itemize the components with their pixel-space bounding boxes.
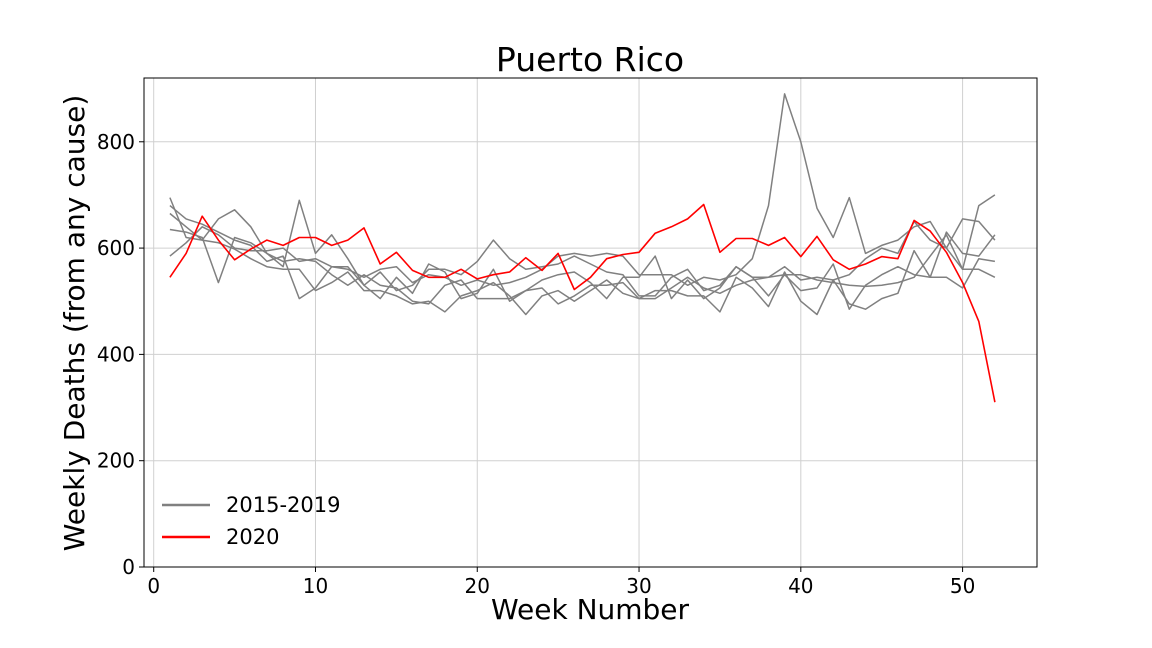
series-line-baseline-4 bbox=[169, 93, 996, 287]
x-tick-label: 30 bbox=[626, 574, 651, 598]
legend-label-current: 2020 bbox=[226, 525, 279, 549]
axis-ticks: 0 10 20 30 40 50 0 200 400 600 800 bbox=[97, 130, 975, 598]
legend-label-baseline: 2015-2019 bbox=[226, 493, 340, 517]
x-axis-label: Week Number bbox=[491, 593, 690, 626]
series-line-baseline-2 bbox=[169, 212, 996, 316]
series-lines bbox=[169, 93, 996, 403]
x-tick-label: 50 bbox=[950, 574, 975, 598]
y-tick-label: 400 bbox=[97, 342, 135, 366]
x-tick-label: 10 bbox=[303, 574, 328, 598]
series-line-2020 bbox=[169, 203, 996, 403]
x-tick-label: 0 bbox=[147, 574, 160, 598]
chart-title: Puerto Rico bbox=[496, 40, 684, 79]
y-tick-label: 200 bbox=[97, 449, 135, 473]
y-axis-label: Weekly Deaths (from any cause) bbox=[58, 95, 91, 552]
legend: 2015-2019 2020 bbox=[162, 493, 340, 549]
series-line-baseline-5 bbox=[169, 205, 996, 310]
x-tick-label: 20 bbox=[465, 574, 490, 598]
y-tick-label: 800 bbox=[97, 130, 135, 154]
x-tick-label: 40 bbox=[788, 574, 813, 598]
y-tick-label: 600 bbox=[97, 236, 135, 260]
plot-frame bbox=[143, 77, 1038, 568]
y-tick-label: 0 bbox=[122, 555, 135, 579]
